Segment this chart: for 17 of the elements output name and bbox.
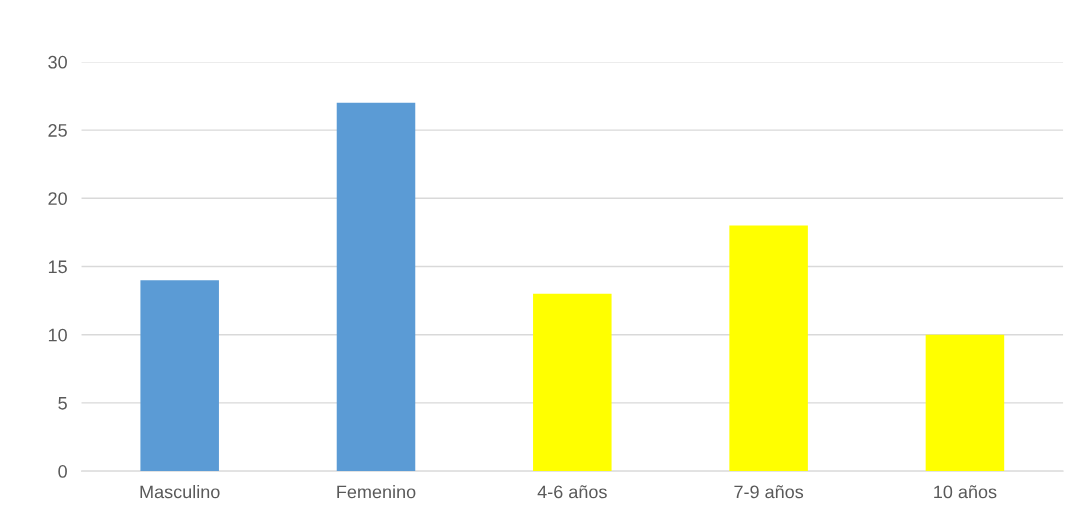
y-tick-label: 10 [48,328,67,342]
y-tick-label: 5 [58,397,67,410]
bar [336,102,416,472]
x-tick-label: Femenino [337,485,416,499]
bar [533,293,612,472]
x-tick-label: 10 años [934,485,997,499]
x-tick-label: 7-9 años [734,485,804,499]
y-tick-label: 0 [58,465,67,478]
bar [729,225,808,472]
y-tick-label: 25 [48,124,67,137]
y-tick-label: 15 [48,260,67,274]
y-tick-label: 30 [48,55,67,69]
x-tick-label: 4-6 años [537,485,607,499]
bar [925,334,1005,472]
bar [140,280,219,472]
x-tick-label: Masculino [140,485,220,499]
y-tick-label: 20 [48,192,67,206]
